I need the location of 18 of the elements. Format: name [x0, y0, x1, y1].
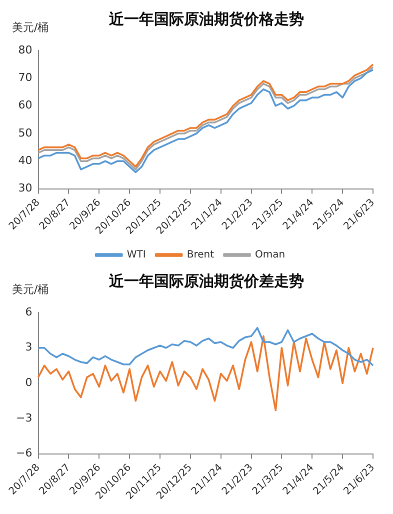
- y-tick-label: 0: [25, 376, 32, 390]
- y-tick-label: 30: [18, 182, 32, 195]
- y-tick-label: −6: [16, 446, 32, 460]
- y-tick-label: −3: [16, 411, 32, 424]
- legend-label: Oman: [255, 250, 286, 261]
- legend-label: Brent: [186, 250, 214, 261]
- legend-label: WTI: [126, 250, 146, 261]
- y-axis-title: 美元/桶: [12, 282, 49, 297]
- y-tick-label: 6: [25, 305, 32, 318]
- y-tick-label: 70: [18, 71, 32, 84]
- chart-title: 近一年国际原油期货价差走势: [108, 272, 305, 291]
- y-tick-label: 3: [25, 340, 32, 354]
- y-axis-title: 美元/桶: [12, 20, 49, 35]
- y-tick-label: 80: [18, 43, 32, 56]
- y-tick-label: 40: [18, 154, 32, 167]
- chart-title: 近一年国际原油期货价格走势: [108, 10, 305, 29]
- y-tick-label: 60: [18, 98, 32, 112]
- y-tick-label: 50: [18, 126, 32, 140]
